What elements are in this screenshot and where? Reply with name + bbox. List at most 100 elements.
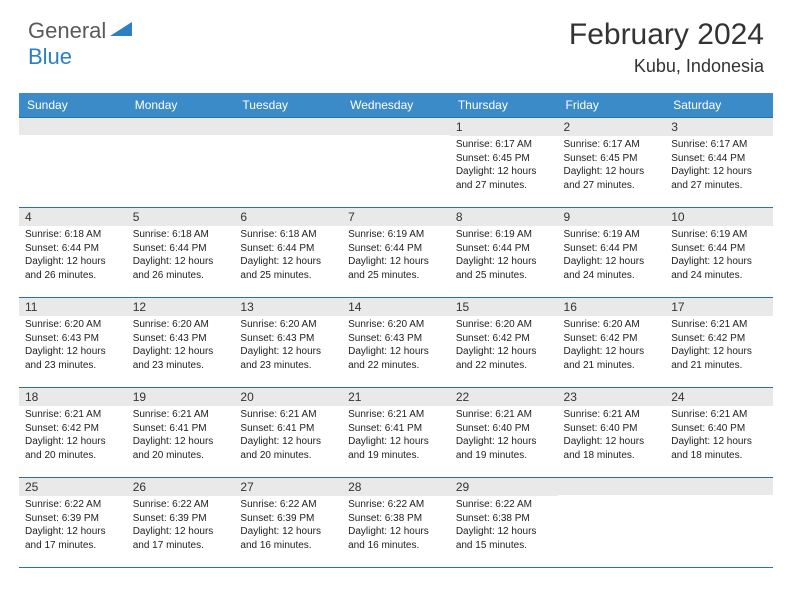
sunrise-line: Sunrise: 6:21 AM [671, 408, 767, 422]
day-number: 21 [342, 388, 450, 406]
day-number: 7 [342, 208, 450, 226]
day-cell: 20Sunrise: 6:21 AMSunset: 6:41 PMDayligh… [234, 388, 342, 478]
week-row: 1Sunrise: 6:17 AMSunset: 6:45 PMDaylight… [19, 118, 773, 208]
day-cell: 15Sunrise: 6:20 AMSunset: 6:42 PMDayligh… [450, 298, 558, 388]
day-cell: 16Sunrise: 6:20 AMSunset: 6:42 PMDayligh… [558, 298, 666, 388]
daylight-line: Daylight: 12 hours and 24 minutes. [564, 255, 660, 282]
daylight-line: Daylight: 12 hours and 19 minutes. [456, 435, 552, 462]
sunset-line: Sunset: 6:44 PM [456, 242, 552, 256]
sunrise-line: Sunrise: 6:18 AM [25, 228, 121, 242]
daylight-line: Daylight: 12 hours and 19 minutes. [348, 435, 444, 462]
day-body: Sunrise: 6:22 AMSunset: 6:39 PMDaylight:… [19, 496, 127, 556]
day-cell [558, 478, 666, 568]
day-number: 6 [234, 208, 342, 226]
sunset-line: Sunset: 6:38 PM [456, 512, 552, 526]
daylight-line: Daylight: 12 hours and 26 minutes. [133, 255, 229, 282]
day-number: 28 [342, 478, 450, 496]
day-cell [19, 118, 127, 208]
day-body: Sunrise: 6:21 AMSunset: 6:42 PMDaylight:… [19, 406, 127, 466]
sunset-line: Sunset: 6:38 PM [348, 512, 444, 526]
daylight-line: Daylight: 12 hours and 25 minutes. [348, 255, 444, 282]
day-number: 18 [19, 388, 127, 406]
sunset-line: Sunset: 6:44 PM [671, 152, 767, 166]
sunset-line: Sunset: 6:42 PM [456, 332, 552, 346]
daylight-line: Daylight: 12 hours and 27 minutes. [564, 165, 660, 192]
sunrise-line: Sunrise: 6:21 AM [564, 408, 660, 422]
daylight-line: Daylight: 12 hours and 17 minutes. [25, 525, 121, 552]
sunrise-line: Sunrise: 6:20 AM [564, 318, 660, 332]
sunrise-line: Sunrise: 6:18 AM [133, 228, 229, 242]
day-cell: 3Sunrise: 6:17 AMSunset: 6:44 PMDaylight… [665, 118, 773, 208]
sunset-line: Sunset: 6:41 PM [133, 422, 229, 436]
daylight-line: Daylight: 12 hours and 18 minutes. [564, 435, 660, 462]
sunset-line: Sunset: 6:44 PM [348, 242, 444, 256]
day-number: 24 [665, 388, 773, 406]
sunrise-line: Sunrise: 6:19 AM [564, 228, 660, 242]
day-body: Sunrise: 6:20 AMSunset: 6:43 PMDaylight:… [19, 316, 127, 376]
sunrise-line: Sunrise: 6:22 AM [456, 498, 552, 512]
empty-day-bar [665, 478, 773, 495]
sunrise-line: Sunrise: 6:20 AM [456, 318, 552, 332]
sunset-line: Sunset: 6:41 PM [348, 422, 444, 436]
daylight-line: Daylight: 12 hours and 20 minutes. [133, 435, 229, 462]
logo-text-blue: Blue [28, 44, 72, 69]
day-cell: 1Sunrise: 6:17 AMSunset: 6:45 PMDaylight… [450, 118, 558, 208]
calendar-table: SundayMondayTuesdayWednesdayThursdayFrid… [19, 93, 773, 568]
day-header-monday: Monday [127, 93, 235, 118]
day-header-thursday: Thursday [450, 93, 558, 118]
logo: General [28, 18, 134, 44]
day-cell: 17Sunrise: 6:21 AMSunset: 6:42 PMDayligh… [665, 298, 773, 388]
day-body: Sunrise: 6:21 AMSunset: 6:41 PMDaylight:… [342, 406, 450, 466]
sunset-line: Sunset: 6:42 PM [671, 332, 767, 346]
day-number: 25 [19, 478, 127, 496]
daylight-line: Daylight: 12 hours and 20 minutes. [25, 435, 121, 462]
daylight-line: Daylight: 12 hours and 23 minutes. [240, 345, 336, 372]
daylight-line: Daylight: 12 hours and 22 minutes. [348, 345, 444, 372]
daylight-line: Daylight: 12 hours and 27 minutes. [671, 165, 767, 192]
daylight-line: Daylight: 12 hours and 22 minutes. [456, 345, 552, 372]
day-body: Sunrise: 6:21 AMSunset: 6:40 PMDaylight:… [450, 406, 558, 466]
day-header-friday: Friday [558, 93, 666, 118]
day-cell [665, 478, 773, 568]
day-header-saturday: Saturday [665, 93, 773, 118]
day-cell: 6Sunrise: 6:18 AMSunset: 6:44 PMDaylight… [234, 208, 342, 298]
sunrise-line: Sunrise: 6:20 AM [240, 318, 336, 332]
sunset-line: Sunset: 6:41 PM [240, 422, 336, 436]
day-number: 1 [450, 118, 558, 136]
day-cell: 27Sunrise: 6:22 AMSunset: 6:39 PMDayligh… [234, 478, 342, 568]
day-cell: 19Sunrise: 6:21 AMSunset: 6:41 PMDayligh… [127, 388, 235, 478]
day-cell: 13Sunrise: 6:20 AMSunset: 6:43 PMDayligh… [234, 298, 342, 388]
sunrise-line: Sunrise: 6:19 AM [348, 228, 444, 242]
daylight-line: Daylight: 12 hours and 25 minutes. [240, 255, 336, 282]
daylight-line: Daylight: 12 hours and 27 minutes. [456, 165, 552, 192]
sunset-line: Sunset: 6:43 PM [348, 332, 444, 346]
day-header-wednesday: Wednesday [342, 93, 450, 118]
empty-day-bar [19, 118, 127, 135]
sunset-line: Sunset: 6:44 PM [240, 242, 336, 256]
sunrise-line: Sunrise: 6:21 AM [25, 408, 121, 422]
sunset-line: Sunset: 6:39 PM [133, 512, 229, 526]
daylight-line: Daylight: 12 hours and 23 minutes. [133, 345, 229, 372]
empty-day-bar [558, 478, 666, 495]
daylight-line: Daylight: 12 hours and 26 minutes. [25, 255, 121, 282]
sunset-line: Sunset: 6:44 PM [133, 242, 229, 256]
day-cell: 7 Sunrise: 6:19 AMSunset: 6:44 PMDaylight… [342, 208, 450, 298]
week-row: 11Sunrise: 6:20 AMSunset: 6:43 PMDayligh… [19, 298, 773, 388]
day-body: Sunrise: 6:20 AMSunset: 6:43 PMDaylight:… [234, 316, 342, 376]
day-cell: 11Sunrise: 6:20 AMSunset: 6:43 PMDayligh… [19, 298, 127, 388]
sunrise-line: Sunrise: 6:21 AM [133, 408, 229, 422]
logo-text-general: General [28, 18, 106, 44]
daylight-line: Daylight: 12 hours and 16 minutes. [240, 525, 336, 552]
logo-blue-row: Blue [28, 44, 72, 70]
day-cell: 12Sunrise: 6:20 AMSunset: 6:43 PMDayligh… [127, 298, 235, 388]
day-number: 12 [127, 298, 235, 316]
week-row: 4Sunrise: 6:18 AMSunset: 6:44 PMDaylight… [19, 208, 773, 298]
day-number: 26 [127, 478, 235, 496]
day-cell: 24Sunrise: 6:21 AMSunset: 6:40 PMDayligh… [665, 388, 773, 478]
day-body: Sunrise: 6:21 AMSunset: 6:42 PMDaylight:… [665, 316, 773, 376]
sunset-line: Sunset: 6:40 PM [456, 422, 552, 436]
sunrise-line: Sunrise: 6:17 AM [456, 138, 552, 152]
sunset-line: Sunset: 6:39 PM [25, 512, 121, 526]
day-cell: 22Sunrise: 6:21 AMSunset: 6:40 PMDayligh… [450, 388, 558, 478]
day-cell: 25Sunrise: 6:22 AMSunset: 6:39 PMDayligh… [19, 478, 127, 568]
